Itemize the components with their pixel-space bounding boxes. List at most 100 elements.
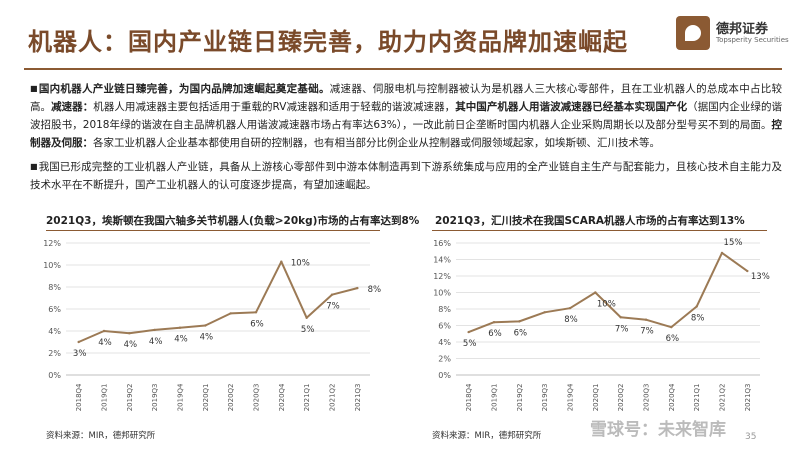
x-tick-label: 2020Q1 [202, 384, 210, 412]
data-point [644, 318, 648, 321]
data-label: 6% [250, 319, 264, 329]
y-tick-label: 12% [43, 239, 61, 248]
x-tick-label: 2020Q1 [592, 384, 600, 412]
x-tick-label: 2019Q4 [567, 383, 575, 411]
x-tick-label: 2021Q3 [744, 384, 752, 412]
y-tick-label: 6% [48, 305, 61, 314]
data-point [330, 293, 334, 296]
data-label: 4% [200, 333, 214, 343]
data-point [467, 330, 470, 334]
series-line [468, 251, 748, 334]
data-point [518, 320, 521, 323]
x-tick-label: 2019Q2 [126, 384, 134, 412]
data-label: 4% [98, 338, 112, 348]
y-tick-label: 2% [48, 349, 61, 358]
chart-inovance-share: 0% 2% 4% 6% 8% 10% 12% 14% 16% 2018Q4 2019Q1 2019Q2… [433, 238, 770, 412]
data-point [229, 312, 232, 315]
x-tick-label: 2019Q3 [541, 384, 549, 412]
data-point [102, 329, 106, 333]
x-tick-label: 2020Q4 [668, 383, 676, 411]
page-title: 机器人：国内产业链日臻完善，助力内资品牌加速崛起 [28, 28, 628, 56]
p2-text: 我国已形成完整的工业机器人产业链，具备从上游核心零部件到中游本体制造再到下游系统… [30, 161, 783, 191]
data-point [543, 311, 546, 314]
data-label: 8% [368, 285, 382, 295]
data-point [77, 340, 80, 344]
x-tick-label: 2019Q2 [516, 384, 524, 412]
data-point [128, 332, 131, 335]
data-label: 3% [73, 349, 87, 359]
y-tick-label: 6% [438, 322, 451, 331]
watermark: 雪球号：未来智库 [590, 420, 726, 440]
y-tick-label: 12% [433, 272, 451, 281]
data-point [492, 321, 496, 324]
x-tick-label: 2019Q4 [177, 383, 185, 411]
data-label: 6% [488, 329, 502, 339]
data-point [305, 316, 308, 319]
p1-bold-reducer: 减速器： [51, 101, 94, 113]
x-tick-label: 2019Q3 [151, 384, 159, 412]
x-tick-label: 2020Q3 [253, 384, 261, 412]
y-tick-label: 4% [438, 338, 451, 347]
x-tick-label: 2020Q4 [278, 383, 286, 411]
p1-text4: 各家工业机器人企业基本都使用自研的控制器，也有相当部分比例企业从控制器或伺服领域… [93, 137, 660, 149]
logo-mark-icon [676, 16, 710, 50]
y-tick-label: 10% [43, 261, 61, 270]
data-point [619, 316, 622, 319]
x-tick-label: 2020Q2 [617, 384, 625, 412]
data-point [695, 305, 698, 308]
data-point [280, 260, 283, 263]
data-label: 7% [326, 302, 340, 312]
y-tick-label: 8% [48, 283, 61, 292]
y-tick-label: 14% [433, 256, 451, 265]
data-point [153, 328, 156, 332]
chart-left-divider [46, 230, 380, 231]
data-point [356, 286, 359, 290]
chart-estun-share: 0% 2% 4% 6% 8% 10% 12% 2018Q4 2019Q1 2019Q2 2019Q3… [43, 239, 382, 412]
x-tick-label: 2021Q1 [303, 384, 311, 412]
chart-left-source: 资料来源：MIR，德邦研究所 [46, 431, 156, 441]
x-tick-label: 2021Q3 [354, 384, 362, 412]
page-number: 35 [745, 432, 757, 442]
data-label: 15% [724, 238, 743, 248]
p1-bold-control: 控制器及伺服： [30, 119, 782, 149]
data-point [746, 269, 749, 273]
x-tick-label: 2018Q4 [75, 383, 83, 411]
p1-bold-harmonic: 其中国产机器人用谐波减速器已经基本实现国产化 [455, 101, 688, 113]
data-label: 8% [691, 314, 705, 324]
y-tick-label: 2% [438, 355, 451, 364]
data-label: 7% [615, 324, 629, 334]
x-tick-label: 2019Q1 [101, 384, 109, 412]
data-point [720, 251, 724, 255]
data-label: 8% [564, 315, 578, 325]
bullet-icon: ■ [30, 162, 38, 171]
data-point [670, 325, 673, 329]
title-divider [24, 68, 782, 70]
data-label: 5% [301, 325, 315, 335]
bullet-icon: ■ [30, 84, 38, 93]
data-label: 13% [751, 272, 770, 282]
x-tick-label: 2021Q2 [719, 384, 727, 412]
p1-text3: （据国内企业绿的谐波招股书，2018年绿的谐波在自主品牌机器人用谐波减速器市场占… [30, 101, 783, 131]
y-tick-label: 8% [438, 305, 451, 314]
x-tick-label: 2020Q3 [643, 384, 651, 412]
data-label: 10% [597, 300, 616, 310]
chart-left-title: 2021Q3，埃斯顿在我国六轴多关节机器人(负载>20kg)市场的占有率达到8% [46, 215, 420, 227]
chart-right-source: 资料来源：MIR，德邦研究所 [432, 431, 542, 441]
paragraph-full-chain: ■我国已形成完整的工业机器人产业链，具备从上游核心零部件到中游本体制造再到下游系… [30, 158, 782, 194]
x-tick-label: 2019Q1 [491, 384, 499, 412]
data-label: 7% [640, 327, 654, 337]
series-line [78, 260, 358, 343]
p1-text2: 机器人用减速器主要包括适用于重载的RV减速器和适用于轻载的谐波减速器， [93, 101, 456, 113]
chart-right-divider [432, 230, 767, 231]
paragraph-industry-chain: ■国内机器人产业链日臻完善，为国内品牌加速崛起奠定基础。减速器、伺服电机与控制器… [30, 80, 782, 152]
data-point [568, 306, 572, 310]
x-tick-label: 2021Q2 [329, 384, 337, 412]
data-label: 6% [666, 334, 680, 344]
logo-text-en: Topsperity Securities [716, 36, 789, 44]
data-label: 5% [463, 339, 477, 349]
x-tick-label: 2021Q1 [693, 384, 701, 412]
data-label: 6% [514, 328, 528, 338]
data-label: 4% [174, 335, 188, 345]
data-point [254, 311, 258, 314]
